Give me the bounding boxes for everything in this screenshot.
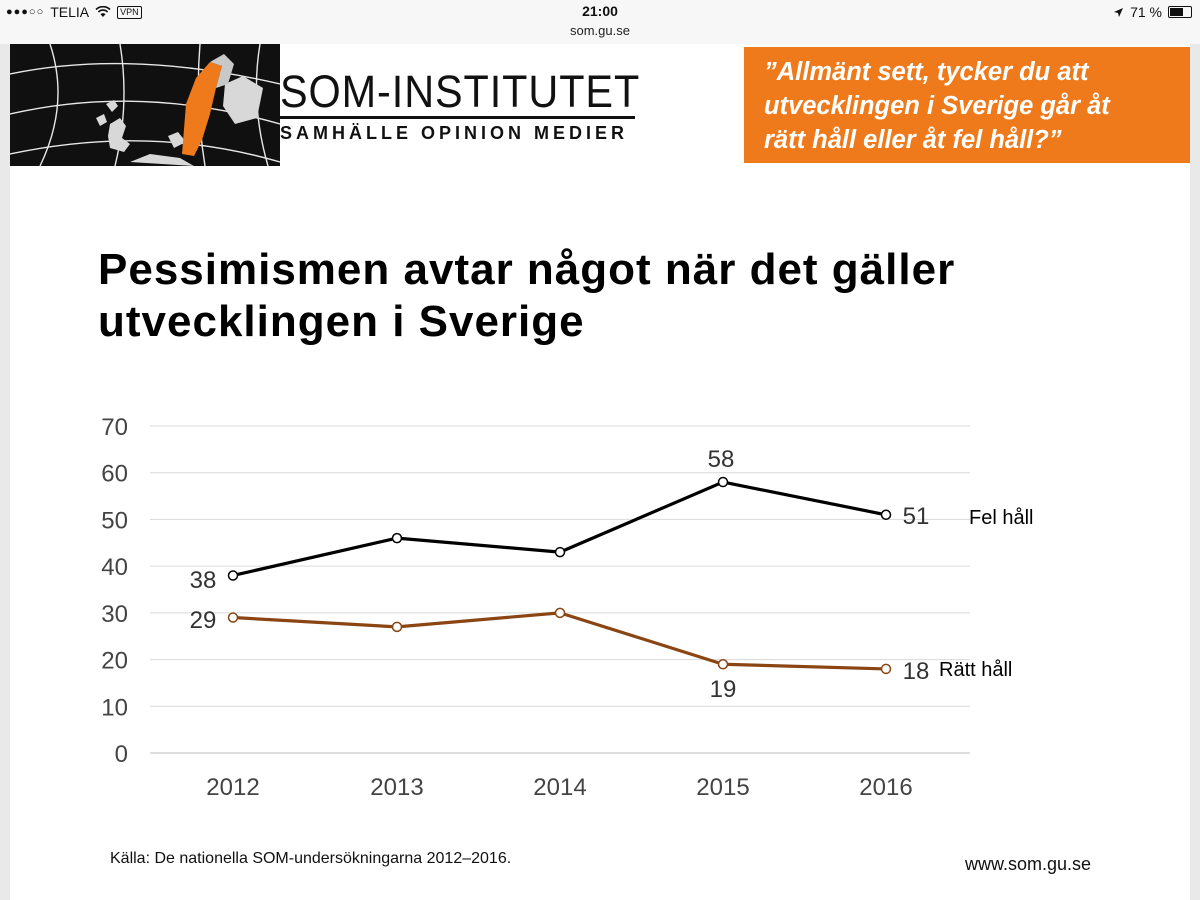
- website-link[interactable]: www.som.gu.se: [965, 854, 1092, 874]
- data-point: [227, 570, 239, 581]
- y-tick-label: 70: [101, 414, 128, 441]
- question-line: utvecklingen i Sverige går åt: [764, 92, 1110, 120]
- series-name-label: Fel håll: [969, 507, 1033, 529]
- data-label: 58: [708, 446, 735, 473]
- question-line: rätt håll eller åt fel håll?”: [764, 126, 1062, 154]
- battery-icon: [1168, 6, 1192, 18]
- x-tick-label: 2013: [370, 774, 423, 801]
- data-point: [554, 607, 566, 619]
- data-point: [391, 532, 403, 544]
- y-tick-label: 20: [101, 648, 128, 675]
- title-line: utvecklingen i Sverige: [98, 297, 585, 346]
- data-label: 51: [903, 503, 930, 530]
- x-tick-label: 2012: [206, 774, 259, 801]
- title-line: Pessimismen avtar något när det gäller: [98, 245, 956, 294]
- data-label: 29: [190, 607, 217, 634]
- logo-subtitle: SAMHÄLLE OPINION MEDIER: [280, 123, 629, 143]
- data-point: [554, 546, 566, 558]
- signal-strength-icon: ●●●○○: [6, 6, 45, 18]
- address-bar-url[interactable]: som.gu.se: [570, 23, 630, 38]
- y-tick-label: 50: [101, 507, 128, 534]
- data-point: [880, 509, 892, 521]
- logo-divider: [280, 116, 635, 119]
- source-note: Källa: De nationella SOM-undersökningarn…: [110, 850, 512, 867]
- data-point: [391, 621, 403, 633]
- x-tick-label: 2014: [533, 774, 586, 801]
- y-tick-label: 30: [101, 601, 128, 628]
- wifi-icon: [95, 6, 111, 17]
- logo-title: SOM-INSTITUTET: [280, 66, 641, 117]
- y-tick-label: 60: [101, 461, 128, 488]
- carrier-label: TELIA: [50, 4, 90, 20]
- status-bar: ●●●○○ TELIA VPN 21:00 som.gu.se 71 %: [0, 0, 1200, 44]
- slide: SOM-INSTITUTET SAMHÄLLE OPINION MEDIER ”…: [10, 44, 1190, 900]
- data-point: [717, 658, 729, 670]
- y-tick-label: 0: [115, 741, 128, 768]
- page-title: Pessimismen avtar något när det gäller u…: [98, 244, 1098, 348]
- data-label: 38: [190, 567, 217, 594]
- y-tick-label: 40: [101, 554, 128, 581]
- europe-map-graphic: [10, 44, 280, 166]
- clock: 21:00: [582, 3, 618, 19]
- data-point: [880, 663, 892, 675]
- data-label: 19: [710, 676, 737, 703]
- y-tick-label: 10: [101, 694, 128, 721]
- battery-percent: 71 %: [1130, 4, 1162, 20]
- question-box: ”Allmänt sett, tycker du att utvecklinge…: [744, 47, 1190, 163]
- series-name-label: Rätt håll: [939, 659, 1012, 681]
- series-line: [232, 611, 887, 671]
- question-line: ”Allmänt sett, tycker du att: [764, 58, 1089, 86]
- x-tick-label: 2016: [859, 774, 912, 801]
- data-point: [717, 476, 729, 488]
- series-line: [232, 480, 887, 578]
- data-label: 18: [903, 658, 930, 685]
- line-chart: 0 10 20 30 40 50 60 70 2012 2013 2014 2015 2016 38 58 5…: [101, 414, 1033, 801]
- location-arrow-icon: [1114, 7, 1124, 17]
- x-tick-label: 2015: [696, 774, 749, 801]
- vpn-badge: VPN: [117, 5, 142, 19]
- data-point: [227, 612, 239, 623]
